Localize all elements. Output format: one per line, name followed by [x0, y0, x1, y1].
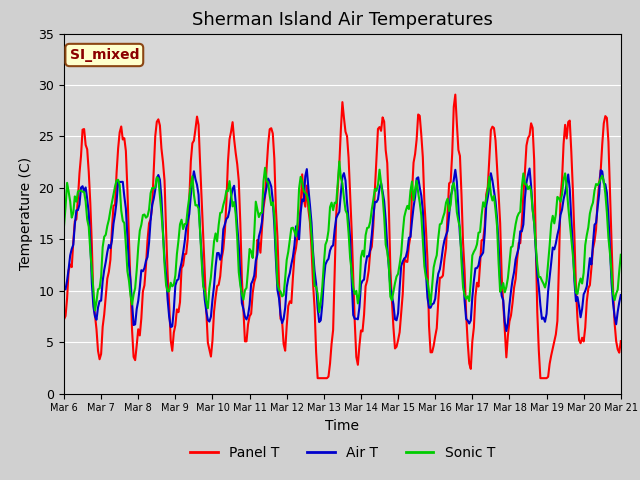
Panel T	[396, 329, 403, 335]
Air T	[525, 166, 533, 171]
Air T	[76, 202, 83, 207]
Air T	[502, 328, 510, 334]
Air T	[408, 218, 416, 224]
Panel T	[60, 317, 68, 323]
Panel T	[377, 128, 385, 134]
Panel T	[164, 271, 172, 277]
Line: Panel T: Panel T	[64, 95, 621, 378]
Air T	[60, 287, 68, 293]
Panel T	[76, 170, 83, 176]
Air T	[396, 285, 403, 291]
Sonic T	[552, 212, 559, 217]
Sonic T	[76, 188, 83, 193]
Title: Sherman Island Air Temperatures: Sherman Island Air Temperatures	[192, 11, 493, 29]
Legend: Panel T, Air T, Sonic T: Panel T, Air T, Sonic T	[184, 441, 500, 466]
Panel T	[552, 332, 559, 337]
Y-axis label: Temperature (C): Temperature (C)	[19, 157, 33, 270]
Sonic T	[617, 252, 625, 258]
Panel T	[536, 375, 544, 381]
Line: Air T: Air T	[64, 168, 621, 331]
Text: SI_mixed: SI_mixed	[70, 48, 139, 62]
Panel T	[617, 338, 625, 344]
Sonic T	[316, 309, 323, 315]
Sonic T	[399, 230, 406, 236]
Panel T	[408, 190, 416, 195]
Sonic T	[60, 223, 68, 229]
Sonic T	[164, 288, 172, 294]
Air T	[552, 240, 559, 246]
Air T	[617, 292, 625, 298]
Sonic T	[412, 187, 419, 192]
Line: Sonic T: Sonic T	[64, 161, 621, 312]
Panel T	[451, 92, 459, 97]
X-axis label: Time: Time	[325, 419, 360, 433]
Air T	[377, 180, 385, 186]
Sonic T	[335, 158, 343, 164]
Air T	[164, 297, 172, 302]
Sonic T	[380, 214, 388, 219]
